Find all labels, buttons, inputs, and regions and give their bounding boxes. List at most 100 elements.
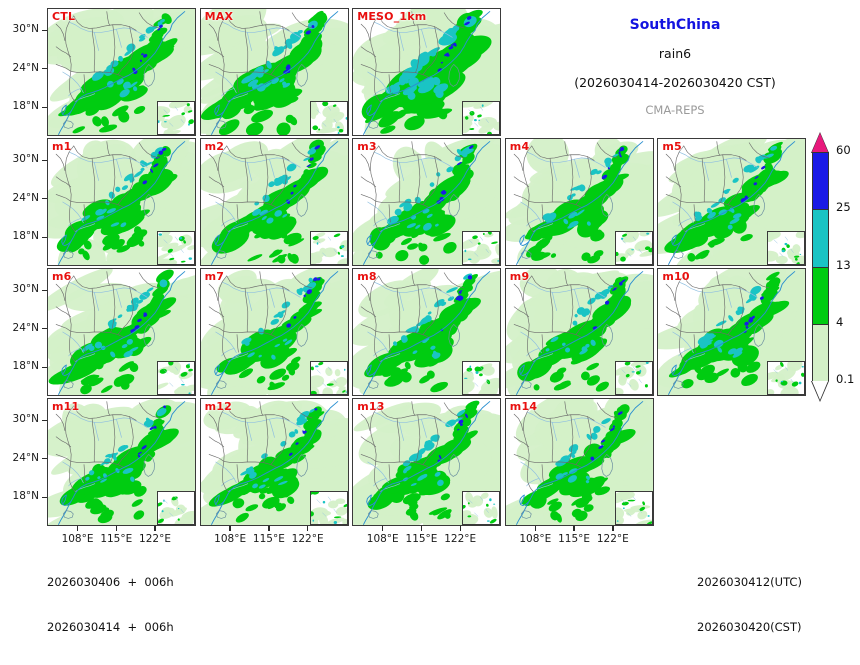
- map-plot-area: [353, 269, 501, 395]
- south-china-sea-inset: [462, 491, 501, 525]
- x-tick-label: 108°E: [61, 533, 94, 545]
- x-tick-mark: [306, 526, 309, 531]
- y-tick-mark: [42, 68, 47, 70]
- figure-canvas: CTL MAX MESO_1km m1 m2 m3 m4 m5 m6 m7 m8 m9 m10 m11 m1…: [12, 8, 855, 634]
- map-plot-area: [48, 399, 195, 525]
- map-panel-ctl: CTL: [47, 8, 196, 136]
- colorbar-segment-4-13: [813, 267, 828, 325]
- y-tick-label: 18°N: [12, 360, 39, 373]
- y-tick-label: 30°N: [12, 23, 39, 36]
- map-panel-max: MAX: [199, 8, 349, 136]
- panel-label-max: MAX: [204, 10, 234, 23]
- map-panel-m3: m3: [352, 138, 502, 266]
- south-china-sea-inset: [157, 491, 195, 525]
- map-panel-m7: m7: [199, 268, 349, 396]
- x-tick-mark: [612, 526, 614, 531]
- figure-variable-label: rain6: [658, 46, 692, 61]
- south-china-sea-inset: [157, 231, 195, 265]
- x-tick-label: 115°E: [100, 533, 133, 545]
- footer-left-line2: 2026030414 + 006h: [47, 620, 174, 634]
- map-panel-m10: m10: [657, 268, 807, 396]
- y-tick-label: 18°N: [12, 100, 39, 113]
- colorbar-label-0.1: 0.1: [836, 372, 855, 386]
- map-panel-m2: m2: [199, 138, 349, 266]
- map-plot-area: [505, 139, 653, 265]
- y-tick-mark: [42, 29, 47, 32]
- south-china-sea-inset: [462, 361, 501, 395]
- map-panel-m9: m9: [504, 268, 654, 396]
- south-china-sea-inset: [462, 231, 501, 265]
- colorbar-label-60: 60: [836, 143, 851, 157]
- panel-label-m10: m10: [662, 270, 690, 283]
- colorbar-under-arrow: [812, 381, 828, 400]
- map-plot-area: [48, 139, 195, 265]
- figure-title: SouthChina: [629, 17, 721, 33]
- south-china-sea-inset: [157, 101, 195, 135]
- south-china-sea-inset: [309, 491, 348, 525]
- panel-label-m1: m1: [52, 140, 72, 153]
- y-tick-mark: [42, 419, 47, 422]
- south-china-sea-inset: [309, 101, 348, 135]
- map-panel-m4: m4: [504, 138, 654, 266]
- y-tick-mark: [42, 496, 47, 498]
- map-plot-area: [200, 399, 348, 525]
- x-tick-label: 122°E: [291, 533, 324, 545]
- panel-label-m5: m5: [662, 140, 682, 153]
- x-tick-mark: [76, 526, 79, 531]
- south-china-sea-inset: [614, 361, 653, 395]
- panel-label-ctl: CTL: [52, 10, 76, 23]
- map-plot-area: [505, 399, 653, 525]
- south-china-sea-inset: [462, 101, 501, 135]
- panel-label-m4: m4: [509, 140, 530, 153]
- panel-label-m6: m6: [52, 270, 72, 283]
- panel-label-m9: m9: [509, 270, 530, 283]
- map-panel-m5: m5: [657, 138, 807, 266]
- panel-label-m3: m3: [357, 140, 377, 153]
- map-panel-meso_1km: MESO_1km: [352, 8, 502, 136]
- panel-label-m7: m7: [204, 270, 225, 283]
- y-tick-mark: [42, 289, 47, 292]
- panel-label-m14: m14: [509, 400, 538, 413]
- map-panel-m11: m11: [47, 398, 196, 526]
- south-china-sea-inset: [614, 491, 653, 525]
- y-tick-mark: [42, 198, 47, 200]
- title-block: SouthChina rain6 (2026030414-2026030420 …: [505, 18, 845, 117]
- map-panel-m1: m1: [47, 138, 196, 266]
- y-tick-mark: [42, 159, 47, 162]
- colorbar-label-4: 4: [836, 314, 844, 329]
- colorbar-label-25: 25: [836, 200, 851, 215]
- x-tick-mark: [420, 526, 423, 531]
- panel-label-m12: m12: [204, 400, 232, 413]
- map-plot-area: [48, 9, 195, 135]
- map-panel-m8: m8: [352, 268, 502, 396]
- panel-label-m11: m11: [52, 400, 80, 413]
- colorbar-over-arrow: [812, 133, 828, 152]
- footer-left-line1: 2026030406 + 006h: [47, 575, 174, 589]
- panel-label-m2: m2: [204, 140, 225, 153]
- map-plot-area: [658, 139, 806, 265]
- x-tick-label: 108°E: [519, 533, 552, 545]
- panel-label-m8: m8: [357, 270, 377, 283]
- y-tick-mark: [42, 328, 47, 330]
- south-china-sea-inset: [767, 231, 806, 265]
- y-tick-label: 30°N: [12, 153, 39, 166]
- x-tick-label: 108°E: [214, 533, 247, 545]
- x-tick-label: 122°E: [444, 533, 477, 545]
- colorbar-segment-13-25: [813, 210, 828, 268]
- footer-left: 2026030406 + 006h 2026030414 + 006h: [47, 545, 174, 665]
- x-tick-mark: [573, 526, 575, 531]
- x-tick-mark: [534, 526, 537, 531]
- footer-right-line2: 2026030420(CST): [697, 620, 802, 634]
- y-tick-label: 18°N: [12, 490, 39, 503]
- x-tick-mark: [229, 526, 231, 531]
- south-china-sea-inset: [309, 231, 348, 265]
- colorbar-segment-25-60: [813, 153, 828, 211]
- y-tick-mark: [42, 366, 47, 368]
- footer-right-line1: 2026030412(UTC): [697, 575, 802, 589]
- y-tick-mark: [42, 458, 47, 460]
- south-china-sea-inset: [614, 231, 653, 265]
- y-tick-label: 24°N: [12, 61, 39, 74]
- figure-period-label: (2026030414-2026030420 CST): [574, 74, 776, 90]
- x-tick-label: 115°E: [405, 533, 438, 545]
- colorbar-segment-0.1-4: [813, 324, 828, 382]
